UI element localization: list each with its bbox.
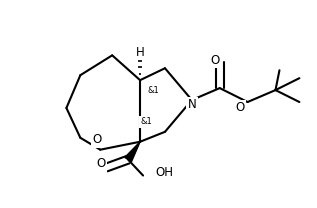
Text: &1: &1 [147,86,159,95]
Text: N: N [188,99,197,111]
Text: O: O [93,133,102,146]
Text: O: O [235,102,244,114]
Text: O: O [97,157,106,170]
Text: O: O [210,54,219,67]
Polygon shape [125,142,140,162]
Text: OH: OH [155,166,173,179]
Text: &1: &1 [140,117,152,126]
Text: H: H [136,46,145,59]
